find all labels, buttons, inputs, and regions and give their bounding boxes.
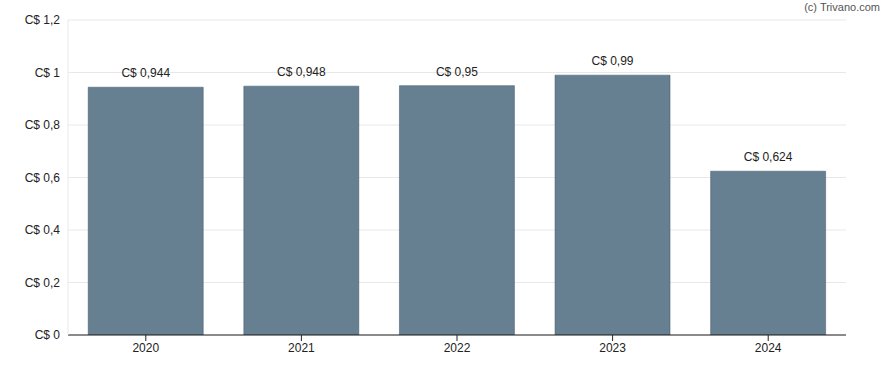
svg-text:C$ 0,944: C$ 0,944 <box>121 66 170 80</box>
svg-text:C$ 1: C$ 1 <box>35 66 61 80</box>
svg-text:C$ 0,8: C$ 0,8 <box>25 118 61 132</box>
svg-text:C$ 1,2: C$ 1,2 <box>25 13 61 27</box>
svg-text:C$ 0,2: C$ 0,2 <box>25 276 61 290</box>
html-text:(c) Trivano.com: (c) Trivano.com <box>804 1 880 13</box>
svg-text:C$ 0,99: C$ 0,99 <box>592 54 634 68</box>
svg-text:C$ 0: C$ 0 <box>35 328 61 342</box>
svg-text:2024: 2024 <box>755 341 782 355</box>
svg-text:2020: 2020 <box>132 341 159 355</box>
svg-text:C$ 0,6: C$ 0,6 <box>25 171 61 185</box>
svg-text:2022: 2022 <box>444 341 471 355</box>
svg-text:C$ 0,4: C$ 0,4 <box>25 223 61 237</box>
svg-text:2021: 2021 <box>288 341 315 355</box>
svg-text:2023: 2023 <box>599 341 626 355</box>
svg-text:C$ 0,95: C$ 0,95 <box>436 65 478 79</box>
svg-text:C$ 0,948: C$ 0,948 <box>277 65 326 79</box>
svg-text:C$ 0,624: C$ 0,624 <box>744 150 793 164</box>
